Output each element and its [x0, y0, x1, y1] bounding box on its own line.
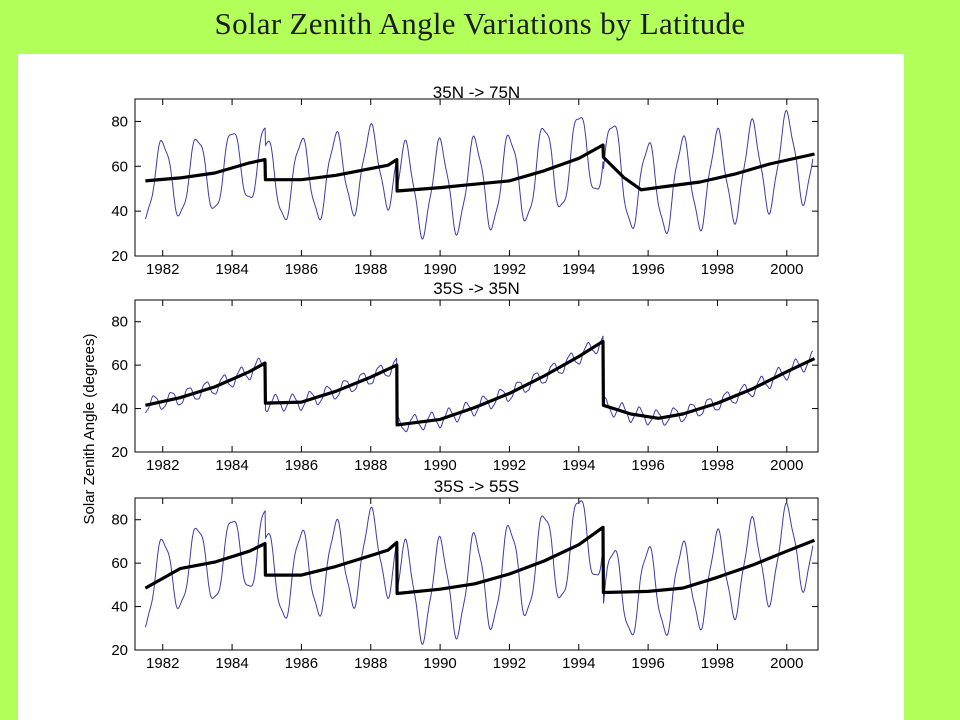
panel-title: 35S -> 55S — [434, 477, 520, 496]
trend-series-line — [145, 339, 816, 427]
y-tick-label: 60 — [111, 555, 128, 572]
axes-frame — [134, 497, 819, 651]
x-tick-label: 1982 — [146, 457, 179, 474]
y-tick-label: 20 — [111, 248, 128, 265]
x-tick-label: 1982 — [146, 655, 179, 672]
y-tick-label: 60 — [111, 357, 128, 374]
x-tick-label: 1994 — [562, 655, 595, 672]
x-tick-label: 1996 — [631, 655, 664, 672]
x-tick-label: 1988 — [354, 261, 387, 278]
panel-title: 35S -> 35N — [433, 279, 519, 298]
x-tick-label: 1996 — [631, 457, 664, 474]
x-tick-label: 1986 — [285, 261, 318, 278]
x-tick-label: 1998 — [701, 457, 734, 474]
y-tick-label: 20 — [111, 642, 128, 659]
x-tick-label: 1990 — [423, 655, 456, 672]
x-tick-label: 2000 — [770, 655, 803, 672]
x-tick-label: 1984 — [215, 261, 248, 278]
axes-frame — [134, 98, 819, 257]
y-tick-label: 80 — [111, 314, 128, 331]
y-tick-label: 20 — [111, 444, 128, 461]
x-tick-label: 1990 — [423, 457, 456, 474]
x-tick-label: 1998 — [701, 261, 734, 278]
figure-panel: Solar Zenith Angle (degrees) 35N -> 75N 1… — [18, 54, 904, 720]
slide-title: Solar Zenith Angle Variations by Latitud… — [214, 6, 746, 41]
trend-series-line — [144, 525, 816, 596]
seasonal-series-line — [144, 500, 814, 645]
trend-series-line — [145, 143, 815, 193]
x-tick-label: 1982 — [146, 261, 179, 278]
panel-title: 35N -> 75N — [433, 83, 520, 102]
y-axis-label: Solar Zenith Angle (degrees) — [81, 334, 98, 525]
x-tick-label: 1988 — [354, 655, 387, 672]
x-tick-label: 1984 — [215, 457, 248, 474]
x-tick-label: 1992 — [493, 457, 526, 474]
y-tick-label: 80 — [111, 512, 128, 529]
x-tick-label: 1998 — [701, 655, 734, 672]
chart-panel-1: 35N -> 75N 1982 1984 1986 1988 1990 1992 1994 19… — [111, 83, 819, 278]
x-tick-label: 1996 — [631, 261, 664, 278]
x-tick-label: 1984 — [215, 655, 248, 672]
x-tick-label: 1986 — [285, 655, 318, 672]
axes-frame — [134, 299, 819, 453]
x-tick-label: 1992 — [493, 261, 526, 278]
chart-figure: Solar Zenith Angle (degrees) 35N -> 75N 1… — [81, 83, 819, 672]
x-tick-label: 1994 — [562, 457, 595, 474]
chart-panel-3: 35S -> 55S 1982 1984 1986 1988 1990 1992 1994 19… — [111, 477, 819, 672]
y-tick-label: 40 — [111, 203, 128, 220]
seasonal-series-line — [144, 110, 814, 240]
x-tick-label: 1994 — [562, 261, 595, 278]
chart-panel-2: 35S -> 35N 1982 1984 1986 1988 1990 1992 1994 19… — [111, 279, 819, 474]
x-tick-label: 2000 — [770, 261, 803, 278]
x-tick-label: 1992 — [493, 655, 526, 672]
y-tick-label: 60 — [111, 158, 128, 175]
x-tick-label: 2000 — [770, 457, 803, 474]
y-tick-label: 40 — [111, 401, 128, 418]
y-tick-label: 80 — [111, 113, 128, 130]
y-tick-label: 40 — [111, 599, 128, 616]
x-tick-label: 1986 — [285, 457, 318, 474]
x-tick-label: 1990 — [423, 261, 456, 278]
x-tick-label: 1988 — [354, 457, 387, 474]
